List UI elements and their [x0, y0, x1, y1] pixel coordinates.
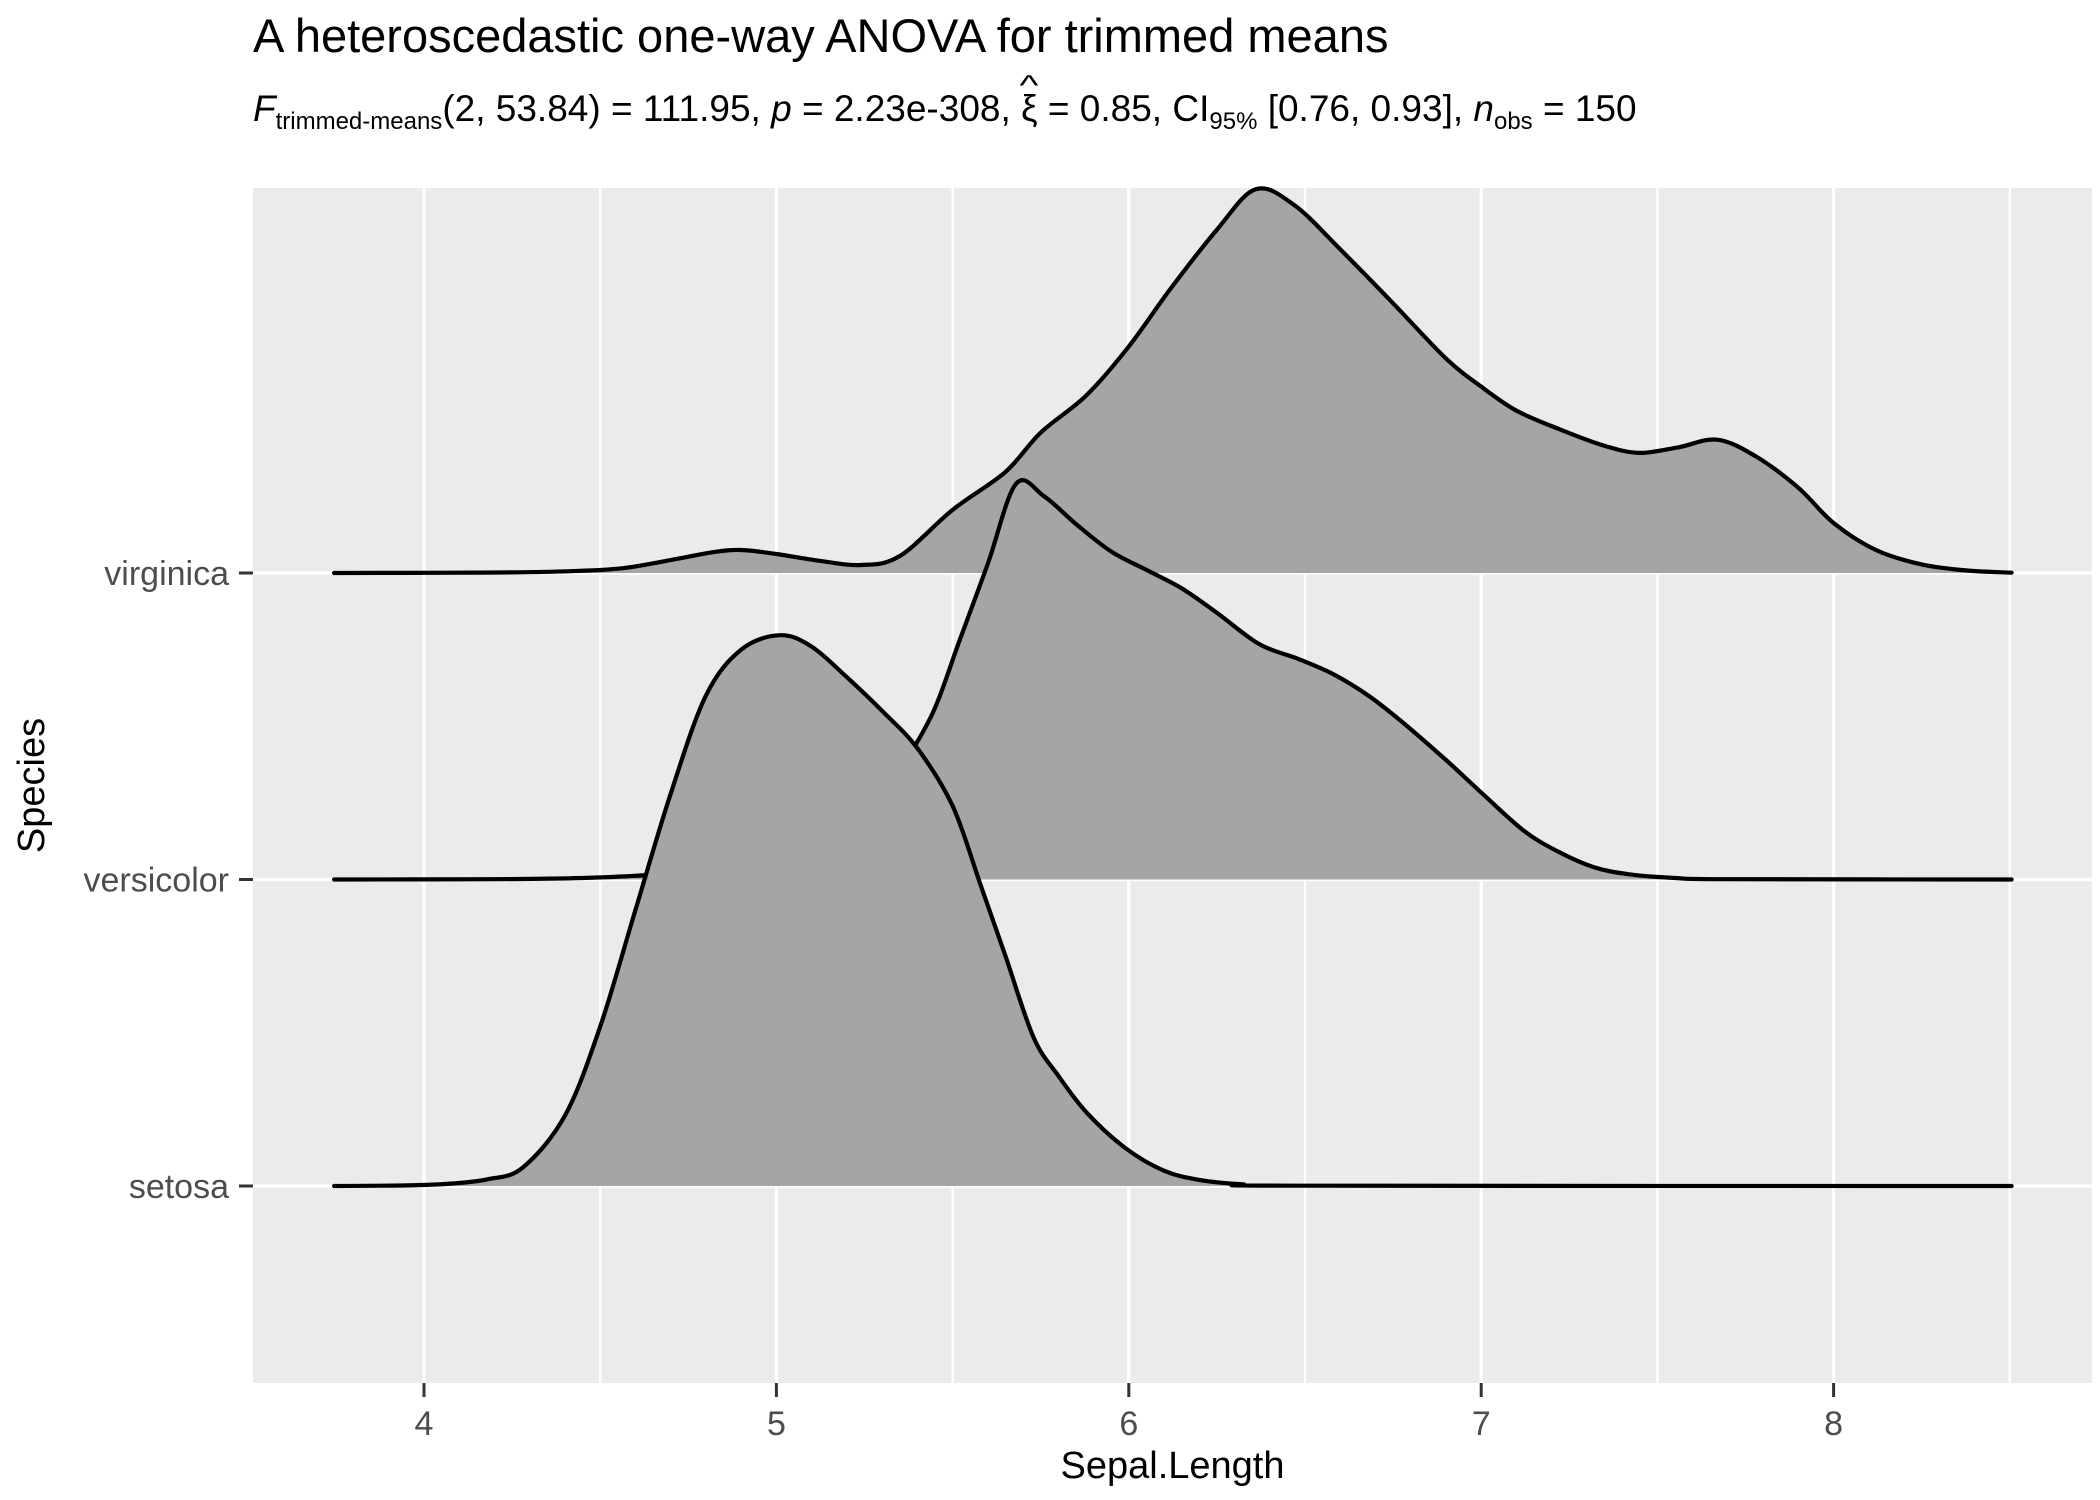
- y-tick-label-setosa: setosa: [129, 1168, 229, 1206]
- ridge-line-virginica: [332, 186, 2014, 576]
- x-tick-label: 8: [1824, 1405, 1843, 1443]
- y-tick-label-virginica: virginica: [104, 555, 229, 593]
- ridge-fill-versicolor: [334, 480, 2012, 880]
- x-tick-label: 5: [767, 1405, 786, 1443]
- y-tick-label-versicolor: versicolor: [84, 862, 229, 900]
- x-axis-title: Sepal.Length: [1061, 1445, 1285, 1487]
- x-tick-label: 6: [1119, 1405, 1138, 1443]
- plot-title: A heteroscedastic one-way ANOVA for trim…: [253, 9, 1389, 62]
- ridge-fill-virginica: [334, 188, 2012, 573]
- ridge-line-setosa: [332, 633, 2014, 1189]
- y-axis-title: Species: [11, 718, 53, 853]
- x-tick-label: 7: [1472, 1405, 1491, 1443]
- xi-hat: ^ ξ: [1019, 70, 1039, 129]
- plot-subtitle: Ftrimmed-means(2, 53.84) = 111.95, p = 2…: [253, 70, 1637, 135]
- ridge-fill-setosa: [334, 635, 2012, 1186]
- x-tick-label: 4: [415, 1405, 434, 1443]
